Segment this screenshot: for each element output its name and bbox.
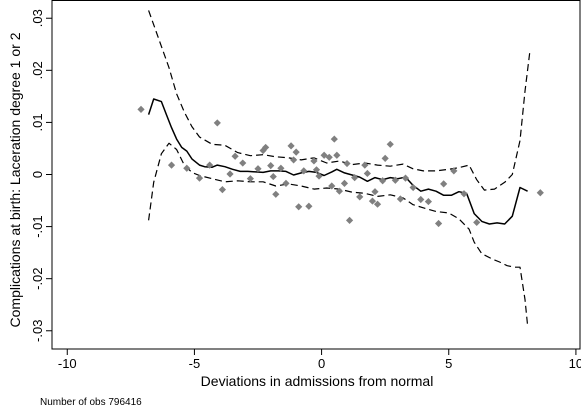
- data-point: [277, 164, 285, 172]
- y-tick-label: .03: [30, 9, 45, 27]
- y-tick-label: .01: [30, 113, 45, 131]
- data-point: [335, 187, 343, 195]
- y-tick-label: -.01: [30, 215, 45, 237]
- data-point: [254, 165, 262, 173]
- data-point: [396, 195, 405, 203]
- data-point: [267, 162, 275, 170]
- data-point: [401, 174, 410, 182]
- data-point: [259, 146, 267, 155]
- axes: -10 -5 0 5 10 -.03 -.02 -.01 0 .01 .02 .03: [30, 0, 581, 371]
- data-point: [206, 161, 214, 169]
- data-point: [381, 154, 389, 162]
- plot-frame: [51, 0, 581, 350]
- data-marks: [137, 10, 544, 326]
- data-point: [310, 157, 318, 165]
- data-point: [269, 172, 277, 181]
- data-point: [536, 189, 544, 197]
- data-point: [333, 151, 341, 159]
- y-tick-label: 0: [30, 171, 45, 178]
- data-point: [328, 182, 336, 190]
- y-tick-label: .02: [30, 61, 45, 79]
- data-point: [287, 142, 295, 150]
- x-tick-label: 5: [445, 356, 452, 371]
- y-axis-title: Complications at birth: Laceration degre…: [7, 32, 23, 327]
- data-point: [272, 190, 280, 198]
- plot-area: [137, 10, 544, 326]
- data-point: [417, 195, 425, 204]
- data-point: [371, 188, 379, 196]
- data-point: [440, 180, 448, 188]
- data-point: [356, 193, 364, 201]
- data-point: [340, 179, 349, 187]
- ci-lower-line: [148, 142, 529, 326]
- data-point: [262, 143, 270, 152]
- x-tick-label: -10: [58, 356, 77, 371]
- data-point: [450, 167, 458, 175]
- y-tick-label: -.02: [30, 267, 45, 289]
- data-point: [434, 219, 443, 228]
- data-point: [343, 159, 351, 168]
- data-point: [282, 179, 290, 187]
- data-point: [379, 177, 387, 185]
- data-point: [368, 197, 377, 205]
- data-point: [195, 174, 204, 182]
- data-point: [239, 159, 247, 167]
- data-point: [137, 105, 145, 113]
- data-point: [473, 218, 481, 227]
- data-point: [231, 152, 239, 160]
- data-point: [300, 167, 308, 175]
- data-point: [325, 153, 333, 161]
- data-point: [290, 156, 298, 164]
- x-tick-label: 10: [569, 356, 581, 371]
- data-point: [363, 169, 371, 178]
- data-point: [246, 175, 254, 183]
- data-point: [167, 161, 176, 169]
- data-point: [409, 183, 417, 192]
- data-point: [424, 197, 433, 206]
- data-point: [218, 186, 226, 194]
- data-point: [386, 140, 394, 148]
- data-point: [305, 202, 313, 210]
- data-point: [315, 172, 323, 180]
- x-axis-title: Deviations in admissions from normal: [201, 373, 434, 389]
- data-point: [183, 164, 191, 172]
- data-point: [391, 176, 399, 184]
- data-point: [312, 166, 321, 174]
- x-tick-label: 0: [318, 356, 325, 371]
- data-point: [373, 200, 382, 208]
- x-tick-label: -5: [189, 356, 201, 371]
- data-point: [345, 216, 354, 224]
- data-point: [351, 174, 359, 182]
- data-point: [460, 190, 468, 198]
- data-point: [226, 170, 234, 178]
- ci-upper-line: [148, 10, 531, 191]
- data-point: [292, 148, 300, 156]
- obs-count-note: Number of obs 796416: [40, 397, 142, 408]
- data-point: [213, 119, 221, 127]
- data-point: [295, 203, 303, 211]
- fitted-line: [147, 98, 528, 225]
- data-point: [330, 135, 338, 143]
- y-tick-label: -.03: [30, 320, 45, 342]
- data-point: [361, 161, 369, 169]
